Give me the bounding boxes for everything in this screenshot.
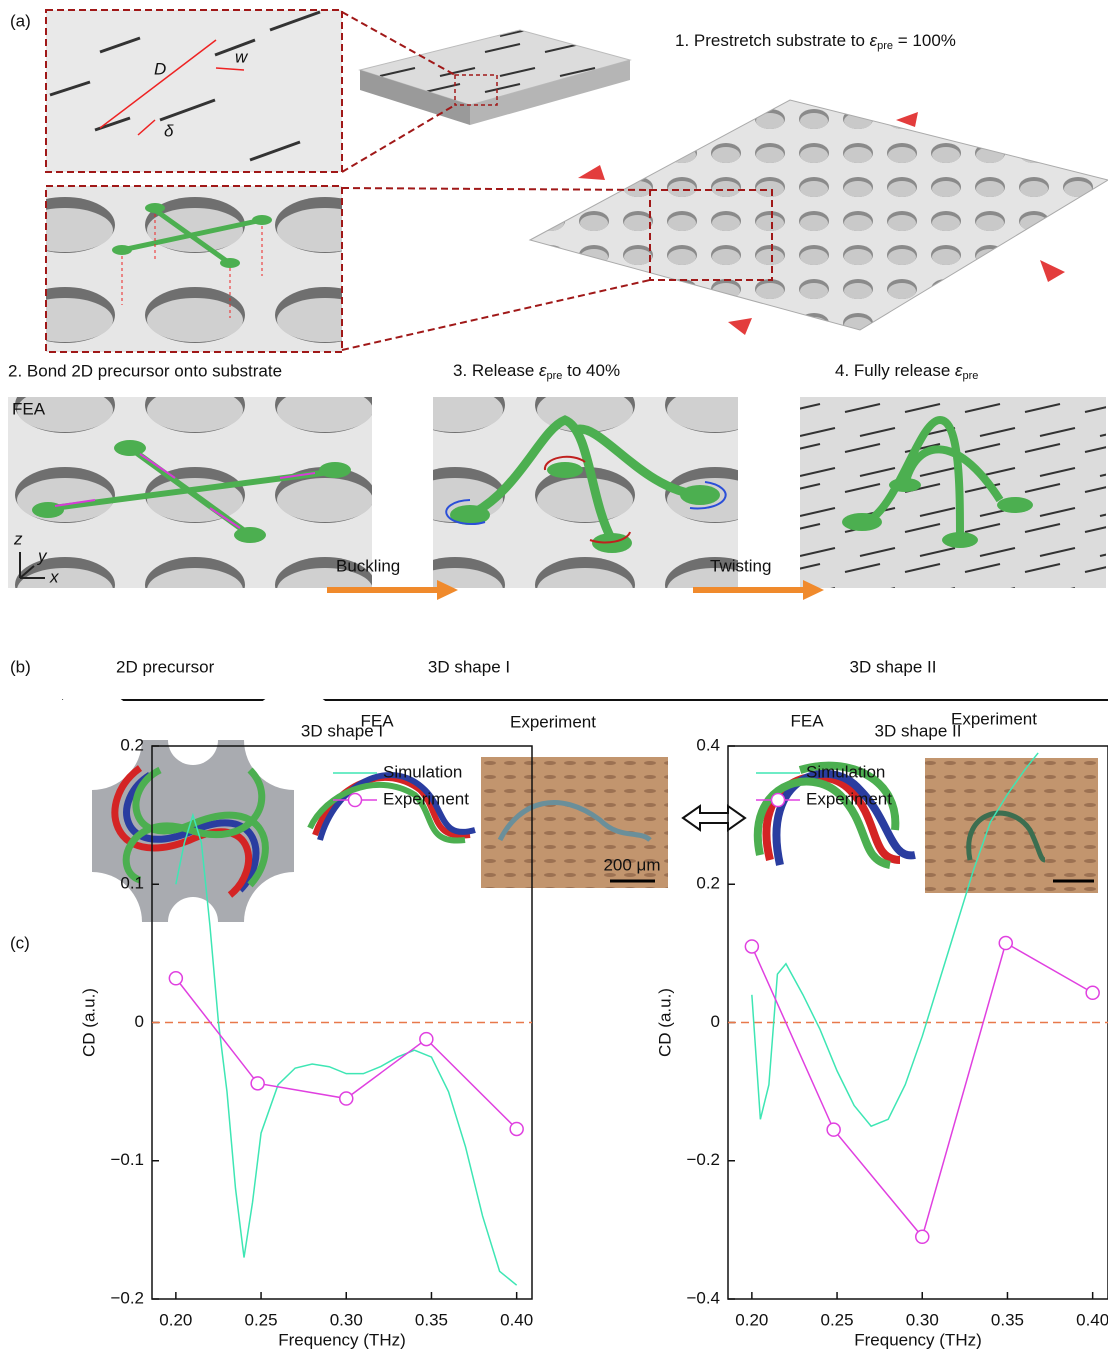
panel-label: (c) (10, 933, 30, 952)
data-point (420, 1033, 433, 1046)
legend-marker (349, 794, 362, 807)
data-point (827, 1123, 840, 1136)
column-subtitle: Experiment (510, 712, 596, 731)
legend-label: Simulation (383, 762, 462, 781)
x-tick-label: 0.35 (991, 1310, 1024, 1329)
y-axis-label: CD (a.u.) (655, 988, 674, 1057)
y-tick-label: −0.4 (686, 1288, 720, 1307)
x-tick-label: 0.30 (330, 1310, 363, 1329)
column-subtitle: FEA (790, 711, 824, 730)
panel-label: (b) (10, 657, 31, 676)
step-text: 1. Prestretch substrate to (675, 31, 865, 50)
legend-label: Experiment (383, 789, 469, 808)
chart-title: 3D shape II (875, 721, 962, 740)
x-tick-label: 0.25 (821, 1310, 854, 1329)
x-tick-label: 0.30 (906, 1310, 939, 1329)
column-title: 3D shape I (428, 657, 510, 676)
step-label: 2. Bond 2D precursor onto substrate (8, 361, 282, 380)
panel-label: (a) (10, 11, 31, 30)
data-point (745, 940, 758, 953)
column-title: 3D shape II (850, 657, 937, 676)
y-tick-label: 0.2 (696, 874, 720, 893)
axis-label: z (13, 529, 23, 548)
y-tick-label: −0.2 (110, 1288, 144, 1307)
x-tick-label: 0.25 (245, 1310, 278, 1329)
x-axis-label: Frequency (THz) (854, 1330, 982, 1349)
axis-label: y (37, 546, 48, 565)
data-point (251, 1077, 264, 1090)
y-tick-label: 0.1 (120, 874, 144, 893)
x-tick-label: 0.40 (500, 1310, 533, 1329)
chart-title: 3D shape I (301, 721, 383, 740)
subscript: pre (963, 370, 979, 382)
data-point (916, 1230, 929, 1243)
series-line (176, 978, 517, 1129)
subscript: pre (877, 40, 893, 52)
column-subtitle: Experiment (951, 709, 1037, 728)
fea-label: FEA (12, 399, 46, 418)
y-axis-label: CD (a.u.) (79, 988, 98, 1057)
x-tick-label: 0.40 (1076, 1310, 1108, 1329)
y-tick-label: −0.1 (110, 1150, 144, 1169)
data-point (169, 972, 182, 985)
step-text: = 100% (898, 31, 956, 50)
dim-label: D (154, 59, 166, 78)
data-point (340, 1092, 353, 1105)
dim-label: w (235, 47, 249, 66)
step-text: 3. Release (453, 361, 534, 380)
y-tick-label: 0 (135, 1012, 144, 1031)
y-tick-label: 0 (711, 1012, 720, 1031)
step-label: 4. Fully release εpre (835, 361, 978, 381)
data-point (999, 937, 1012, 950)
figure: (a) D w δ 1. Prestretch substrate to εpr… (0, 0, 1108, 1351)
step-text: 4. Fully release (835, 361, 950, 380)
arrow-label: Twisting (710, 556, 771, 575)
x-axis-label: Frequency (THz) (278, 1330, 406, 1349)
y-tick-label: 0.2 (120, 735, 144, 754)
data-point (510, 1122, 523, 1135)
scale-bar-label: 200 μm (603, 855, 660, 874)
step-label: 1. Prestretch substrate to εpre = 100% (675, 31, 956, 54)
dim-label: δ (164, 121, 174, 140)
x-tick-label: 0.20 (735, 1310, 768, 1329)
legend-label: Experiment (806, 789, 892, 808)
y-tick-label: 0.4 (696, 735, 720, 754)
arrow-label: Buckling (336, 556, 400, 575)
data-point (1086, 986, 1099, 999)
axis-label: x (49, 567, 59, 586)
y-tick-label: −0.2 (686, 1150, 720, 1169)
subscript: pre (547, 370, 563, 382)
column-title: 2D precursor (116, 657, 215, 676)
step-text: to 40% (567, 361, 620, 380)
series-line (752, 943, 1093, 1237)
x-tick-label: 0.35 (415, 1310, 448, 1329)
legend-marker (772, 794, 785, 807)
step-label: 3. Release εpre to 40% (453, 361, 620, 384)
legend-label: Simulation (806, 762, 885, 781)
x-tick-label: 0.20 (159, 1310, 192, 1329)
panel-a-art (8, 10, 1108, 600)
